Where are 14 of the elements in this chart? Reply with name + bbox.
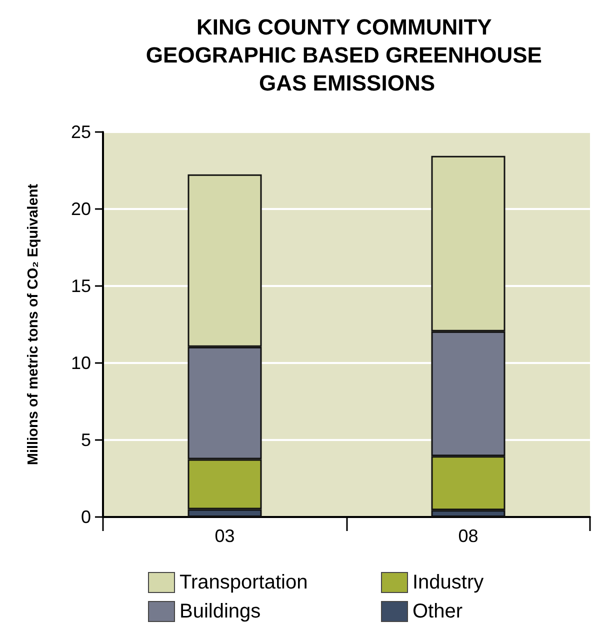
y-tick-label: 10 (70, 353, 91, 373)
x-tick-label: 03 (214, 526, 235, 546)
legend-label: Other (412, 600, 463, 622)
y-axis-title: Millions of metric tons of CO₂ Equivalent (26, 184, 42, 466)
x-tick-label: 08 (458, 526, 478, 546)
y-tick-label: 20 (70, 199, 91, 219)
y-tick-label: 5 (80, 430, 91, 450)
chart-title: KING COUNTY COMMUNITY GEOGRAPHIC BASED GREENHOUSE GAS EMISSIONS (146, 14, 548, 96)
y-tick-label: 25 (70, 122, 91, 142)
y-tick-label: 0 (80, 507, 91, 527)
legend-label: Buildings (180, 600, 261, 622)
legend-label: Industry (412, 572, 484, 594)
y-tick-label: 15 (70, 276, 91, 296)
legend-label: Transportation (180, 572, 308, 594)
